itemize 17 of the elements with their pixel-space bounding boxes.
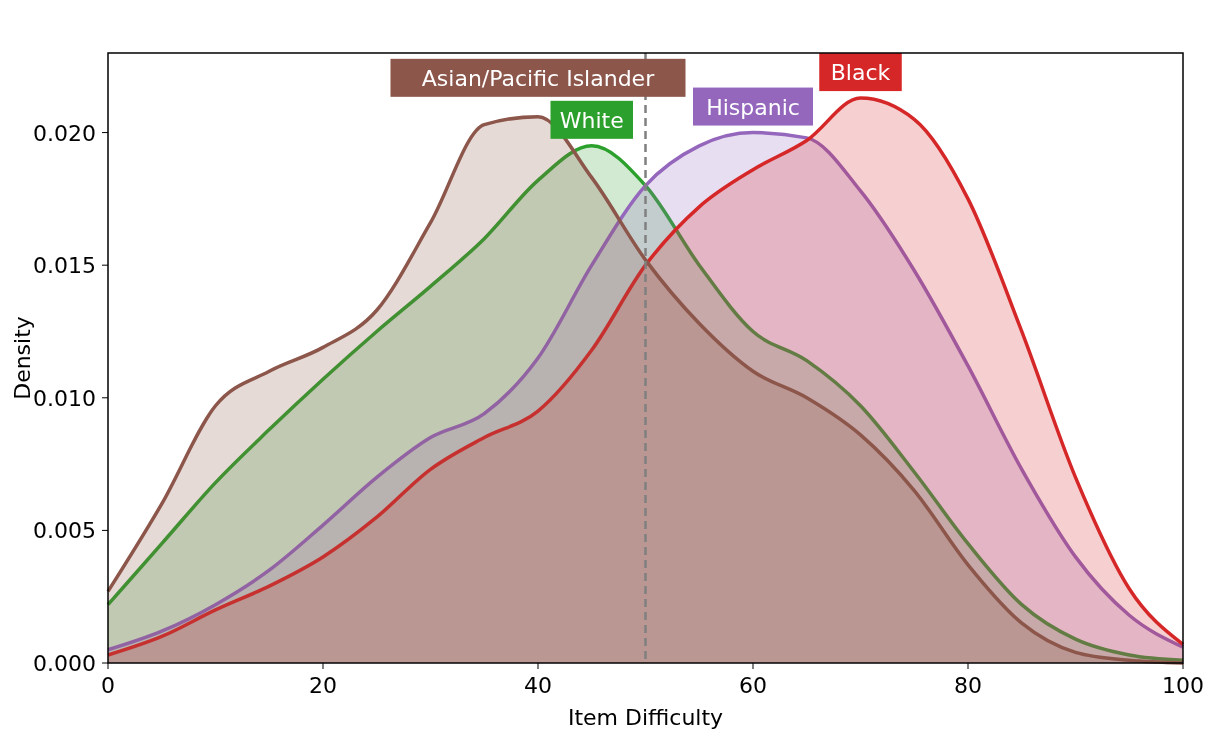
- series-label: Black: [830, 60, 891, 86]
- y-tick-label: 0.015: [33, 253, 96, 279]
- x-tick-label: 0: [101, 673, 115, 698]
- x-tick-label: 80: [954, 673, 982, 698]
- series-label: Asian/Pacific Islander: [421, 65, 656, 91]
- y-axis-title: Density: [10, 316, 35, 400]
- x-tick-label: 60: [739, 673, 767, 698]
- series-label: White: [559, 107, 624, 133]
- x-axis-title: Item Difficulty: [567, 705, 724, 730]
- x-tick-label: 20: [309, 673, 337, 698]
- x-tick-label: 40: [524, 673, 552, 698]
- series-label: Hispanic: [706, 94, 800, 120]
- y-tick-label: 0.005: [33, 518, 96, 544]
- y-tick-label: 0.000: [33, 651, 96, 676]
- y-tick-label: 0.010: [33, 385, 96, 411]
- y-tick-label: 0.020: [33, 120, 96, 146]
- x-tick-label: 100: [1162, 673, 1204, 698]
